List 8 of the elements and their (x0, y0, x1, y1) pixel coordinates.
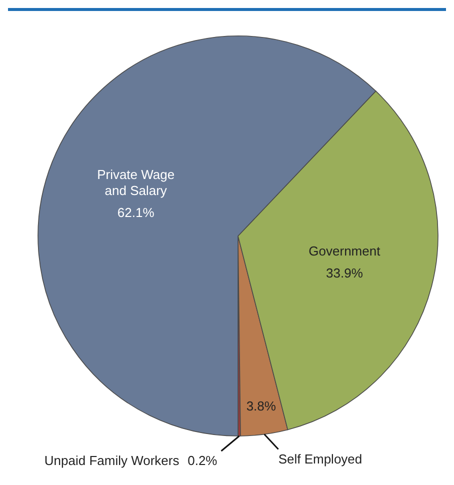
data-label: 0.2% (188, 452, 218, 468)
slice-label: Self Employed (278, 451, 362, 466)
slice-label: Unpaid Family Workers (44, 452, 180, 468)
slice-label: Private Wage and Salary (97, 167, 175, 198)
data-label: 62.1% (117, 205, 155, 220)
data-label: 33.9% (326, 266, 364, 281)
slice-label: Government (308, 244, 381, 259)
data-label: 3.8% (246, 398, 276, 414)
